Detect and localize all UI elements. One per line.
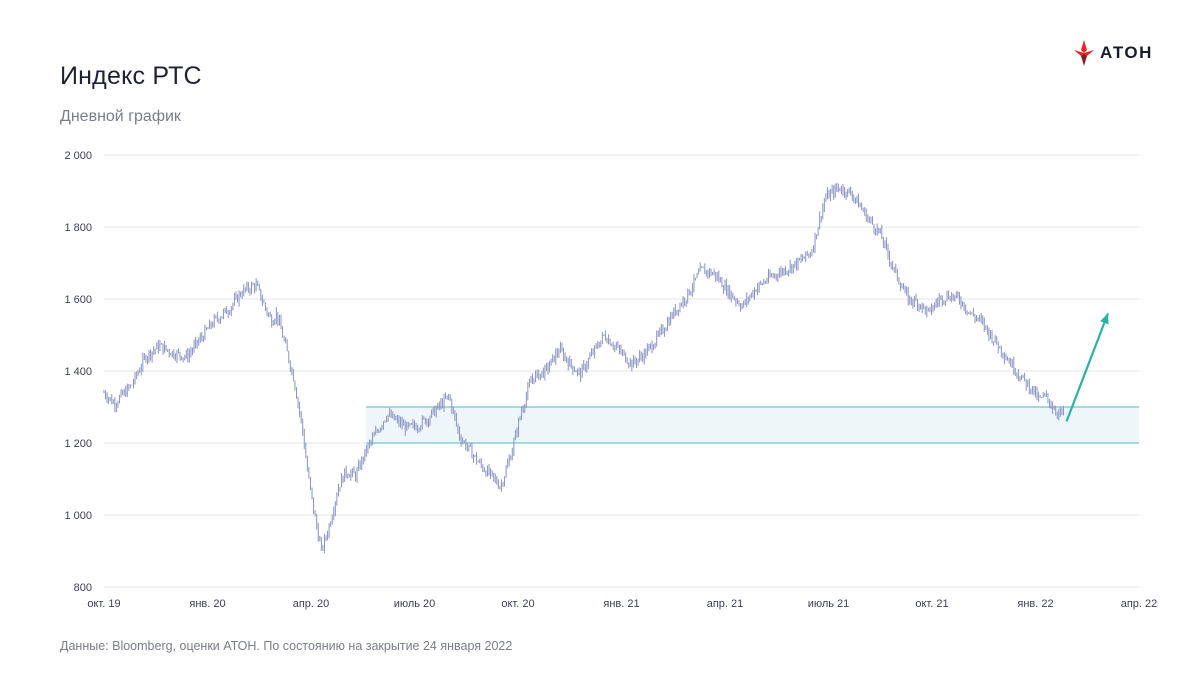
support-zone-fill xyxy=(366,407,1139,443)
x-tick-label: июль 21 xyxy=(808,598,850,610)
y-tick-label: 1 200 xyxy=(64,438,92,450)
x-tick-label: янв. 21 xyxy=(603,598,639,610)
y-axis-ticks: 800 1 000 1 200 1 400 1 600 1 800 2 000 xyxy=(64,150,92,594)
chart-title: Индекс РТС xyxy=(60,62,202,90)
x-tick-label: янв. 20 xyxy=(189,598,225,610)
forecast-arrow xyxy=(1065,313,1109,422)
x-tick-label: апр. 22 xyxy=(1121,598,1158,610)
y-tick-label: 1 400 xyxy=(64,366,92,378)
x-tick-label: июль 20 xyxy=(394,598,436,610)
aton-logo-icon xyxy=(1074,40,1094,66)
x-tick-label: окт. 19 xyxy=(87,598,120,610)
y-tick-label: 1 800 xyxy=(64,222,92,234)
x-tick-label: окт. 21 xyxy=(915,598,948,610)
y-tick-label: 1 600 xyxy=(64,294,92,306)
aton-logo: АТОН xyxy=(1072,40,1153,66)
support-zone xyxy=(366,406,1139,444)
forecast-arrow-shaft xyxy=(1065,313,1109,422)
y-tick-label: 800 xyxy=(74,582,92,594)
y-tick-label: 1 000 xyxy=(64,510,92,522)
chart-subtitle: Дневной график xyxy=(60,108,181,125)
grid-lines xyxy=(104,154,1139,588)
logo-text: АТОН xyxy=(1100,43,1153,62)
x-tick-label: апр. 21 xyxy=(707,598,744,610)
price-series xyxy=(103,182,1064,554)
x-tick-label: янв. 22 xyxy=(1017,598,1053,610)
y-tick-label: 2 000 xyxy=(64,150,92,162)
source-note: Данные: Bloomberg, оценки АТОН. По состо… xyxy=(60,639,513,653)
x-tick-label: окт. 20 xyxy=(501,598,534,610)
x-tick-label: апр. 20 xyxy=(293,598,330,610)
x-axis-ticks: окт. 19 янв. 20 апр. 20 июль 20 окт. 20 янв. … xyxy=(87,598,1157,610)
forecast-arrow-head xyxy=(1100,313,1109,325)
